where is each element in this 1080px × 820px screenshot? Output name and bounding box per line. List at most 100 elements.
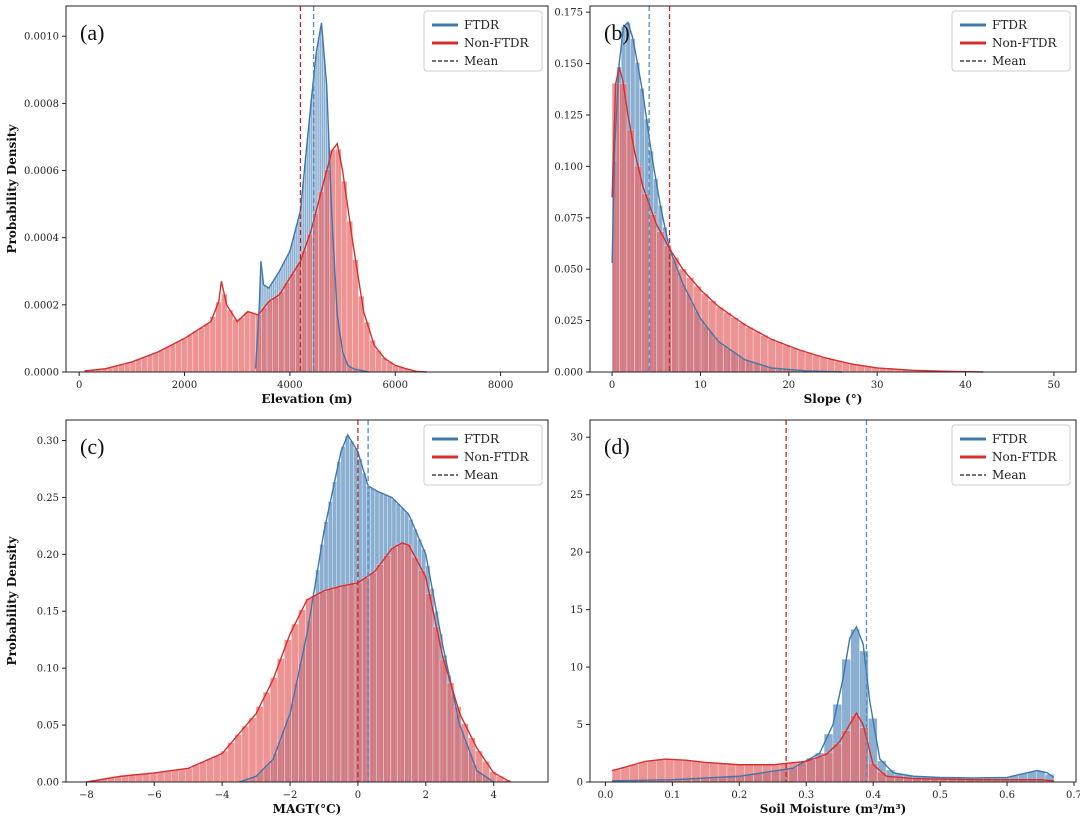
non-ftdr-hist-bar xyxy=(779,763,790,783)
non-ftdr-hist-bar xyxy=(301,250,308,373)
non-ftdr-hist-bar xyxy=(656,759,666,783)
panel-label: (c) xyxy=(80,434,104,459)
non-ftdr-hist-bar xyxy=(249,312,256,373)
axes-frame xyxy=(589,419,1077,783)
non-ftdr-hist-bar xyxy=(425,593,434,783)
non-ftdr-hist-bar xyxy=(664,758,675,783)
x-tick-label: 0.4 xyxy=(865,790,881,801)
non-ftdr-hist-bar xyxy=(700,762,710,783)
non-ftdr-hist-bar xyxy=(752,331,761,373)
ftdr-density-line xyxy=(254,22,370,373)
non-ftdr-hist-bar xyxy=(368,572,377,783)
axes-frame xyxy=(65,419,549,783)
non-ftdr-hist-bar xyxy=(868,762,878,783)
non-ftdr-hist-bar xyxy=(261,307,268,373)
legend-non-ftdr-label: Non-FTDR xyxy=(992,450,1057,464)
x-axis-label: Soil Moisture (m³/m³) xyxy=(760,802,907,816)
non-ftdr-hist-bar xyxy=(289,273,296,373)
non-ftdr-hist-bar xyxy=(175,341,182,373)
x-tick-label: 0.0 xyxy=(597,790,613,801)
y-tick-label: 25 xyxy=(570,490,583,501)
x-tick-label: 2000 xyxy=(172,380,197,391)
non-ftdr-hist-bar xyxy=(638,761,648,783)
legend-non-ftdr-label: Non-FTDR xyxy=(464,36,529,50)
non-ftdr-hist-bar xyxy=(326,588,335,783)
non-ftdr-hist-bar xyxy=(812,354,821,373)
non-ftdr-hist-bar xyxy=(730,317,739,373)
non-ftdr-hist-bar xyxy=(671,257,680,373)
non-ftdr-hist-bar xyxy=(397,543,405,783)
non-ftdr-hist-bar xyxy=(726,763,737,783)
non-ftdr-hist-bar xyxy=(169,344,176,373)
x-tick-label: 0.1 xyxy=(664,790,680,801)
non-ftdr-hist-bar xyxy=(354,582,363,783)
legend-mean-label: Mean xyxy=(464,468,499,482)
non-ftdr-hist-bar xyxy=(312,213,319,373)
x-tick-label: 0.6 xyxy=(999,790,1015,801)
non-ftdr-hist-bar xyxy=(129,361,137,373)
non-ftdr-hist-bar xyxy=(283,282,291,373)
y-tick-label: 0 xyxy=(577,778,583,789)
non-ftdr-hist-bar xyxy=(238,317,245,373)
non-ftdr-hist-bar xyxy=(762,764,772,783)
non-ftdr-hist-bar xyxy=(700,293,709,373)
axes-frame xyxy=(65,5,549,373)
x-tick-label: 4000 xyxy=(277,380,302,391)
non-ftdr-hist-bar xyxy=(226,309,234,373)
non-ftdr-hist-bar xyxy=(656,231,665,373)
non-ftdr-hist-bar xyxy=(834,360,843,373)
non-ftdr-hist-bar xyxy=(227,742,236,783)
non-ftdr-hist-bar xyxy=(333,586,342,783)
non-ftdr-hist-bar xyxy=(629,764,639,783)
y-tick-label: 15 xyxy=(570,605,583,616)
non-ftdr-hist-bar xyxy=(158,349,165,373)
non-ftdr-hist-bar xyxy=(124,362,131,373)
non-ftdr-hist-bar xyxy=(204,323,211,373)
legend-mean-label: Mean xyxy=(992,54,1027,68)
non-ftdr-hist-bar xyxy=(234,734,243,783)
y-tick-label: 0.25 xyxy=(37,493,59,504)
non-ftdr-hist-bar xyxy=(305,598,313,783)
non-ftdr-hist-bar xyxy=(221,293,228,373)
non-ftdr-hist-bar xyxy=(404,544,412,783)
non-ftdr-hist-bar xyxy=(467,737,476,783)
non-ftdr-hist-bar xyxy=(620,766,631,783)
x-tick-label: −6 xyxy=(147,790,162,801)
y-tick-label: 0.100 xyxy=(554,162,583,173)
legend-mean-label: Mean xyxy=(992,468,1027,482)
panel-b: 0 10 20 30 40 50 0.000 0.025 0.050 0.075 0.100 0.12… xyxy=(554,5,1077,406)
non-ftdr-hist-bar xyxy=(306,233,313,373)
x-axis-label: Elevation (m) xyxy=(261,392,352,406)
non-ftdr-hist-bar xyxy=(149,772,158,783)
non-ftdr-hist-bar xyxy=(152,352,159,373)
non-ftdr-hist-bar xyxy=(626,129,635,373)
non-ftdr-hist-bar xyxy=(745,327,754,373)
non-ftdr-hist-bar xyxy=(241,725,250,783)
non-ftdr-hist-bar xyxy=(266,300,274,373)
non-ftdr-density-line xyxy=(611,711,1054,782)
non-ftdr-hist-bar xyxy=(185,767,193,783)
y-tick-label: 0.125 xyxy=(554,110,583,121)
non-ftdr-hist-bar xyxy=(312,594,320,783)
x-tick-label: 2 xyxy=(423,790,429,801)
non-ftdr-hist-bar xyxy=(797,350,806,373)
x-tick-label: −2 xyxy=(283,790,298,801)
non-ftdr-hist-bar xyxy=(717,763,728,783)
non-ftdr-hist-bar xyxy=(206,758,214,783)
x-tick-label: 40 xyxy=(959,380,972,391)
y-tick-label: 0.10 xyxy=(37,664,59,675)
non-ftdr-hist-bar xyxy=(390,547,398,783)
non-ftdr-hist-bar xyxy=(411,556,419,783)
non-ftdr-hist-bar xyxy=(619,83,628,373)
y-tick-label: 0.0008 xyxy=(24,99,59,110)
non-ftdr-density-line xyxy=(86,542,511,783)
x-tick-label: 0.2 xyxy=(731,790,747,801)
ftdr-density-line xyxy=(611,21,842,373)
legend-non-ftdr-label: Non-FTDR xyxy=(464,450,529,464)
non-ftdr-hist-bar xyxy=(277,658,285,783)
non-ftdr-hist-bar xyxy=(647,760,657,783)
non-ftdr-hist-bar xyxy=(819,357,828,373)
non-ftdr-hist-bar xyxy=(192,764,200,783)
y-tick-label: 0.0006 xyxy=(24,166,59,177)
non-ftdr-hist-bar xyxy=(789,347,798,373)
